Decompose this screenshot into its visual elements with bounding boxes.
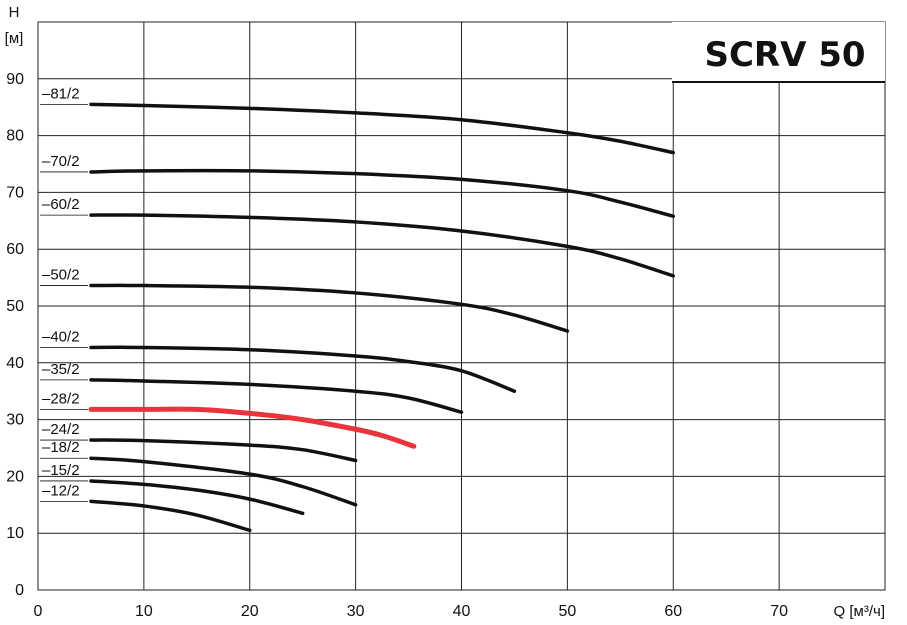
series-label-9: –15/2: [42, 462, 80, 479]
y-tick-label-8: 80: [6, 128, 24, 145]
series-label-7: –24/2: [42, 421, 80, 438]
y-tick-label-2: 20: [6, 468, 24, 485]
series-label-6: –28/2: [42, 390, 80, 407]
x-tick-label-1: 10: [135, 603, 153, 620]
y-axis-unit: [м]: [5, 30, 24, 47]
x-tick-label-4: 40: [453, 603, 471, 620]
x-tick-label-5: 50: [558, 603, 576, 620]
series-curve-8: [89, 456, 358, 507]
series-label-10: –12/2: [42, 482, 80, 499]
x-tick-label-0: 0: [34, 603, 43, 620]
series-curve-4: [89, 345, 517, 393]
series-label-2: –60/2: [42, 196, 80, 213]
series-label-8: –18/2: [42, 439, 80, 456]
series-label-5: –35/2: [42, 361, 80, 378]
series-curve-5: [89, 378, 464, 414]
x-tick-label-6: 60: [664, 603, 682, 620]
series-curve-6: [88, 406, 417, 449]
y-tick-label-4: 40: [6, 355, 24, 372]
x-tick-label-3: 30: [347, 603, 365, 620]
labels-layer: –81/2 –70/2 –60/2 –50/2 –40/2 –35/2 –28/2 –24/2…: [40, 85, 88, 502]
y-axis-label: H: [9, 4, 20, 21]
title-box: [672, 22, 885, 82]
series-curve-1: [89, 168, 675, 219]
y-tick-label-1: 10: [6, 525, 24, 542]
series-label-1: –70/2: [42, 153, 80, 170]
series-curve-7: [89, 438, 358, 463]
y-tick-label-5: 50: [6, 298, 24, 315]
y-tick-label-3: 30: [6, 412, 24, 429]
ticks-layer: 0 10 20 30 40 50 60 70 0 10 20 30 40 50 60 70 80 90: [6, 71, 788, 620]
y-tick-label-9: 90: [6, 71, 24, 88]
y-tick-label-6: 60: [6, 241, 24, 258]
series-curve-10: [89, 499, 252, 533]
series-label-0: –81/2: [42, 85, 80, 102]
series-label-4: –40/2: [42, 328, 80, 345]
series-label-3: –50/2: [42, 267, 80, 284]
curves-layer: [88, 102, 675, 533]
y-tick-label-7: 70: [6, 184, 24, 201]
x-axis-label: Q [м³/ч]: [834, 603, 885, 620]
series-curve-0: [89, 102, 675, 155]
series-curve-9: [89, 479, 305, 516]
x-tick-label-2: 20: [241, 603, 259, 620]
grid-layer: [37, 21, 886, 591]
x-tick-label-7: 70: [770, 603, 788, 620]
y-tick-label-0: 0: [15, 582, 24, 599]
series-curve-3: [89, 283, 570, 333]
chart-title: SCRV 50: [704, 35, 865, 75]
series-curve-2: [89, 213, 675, 278]
